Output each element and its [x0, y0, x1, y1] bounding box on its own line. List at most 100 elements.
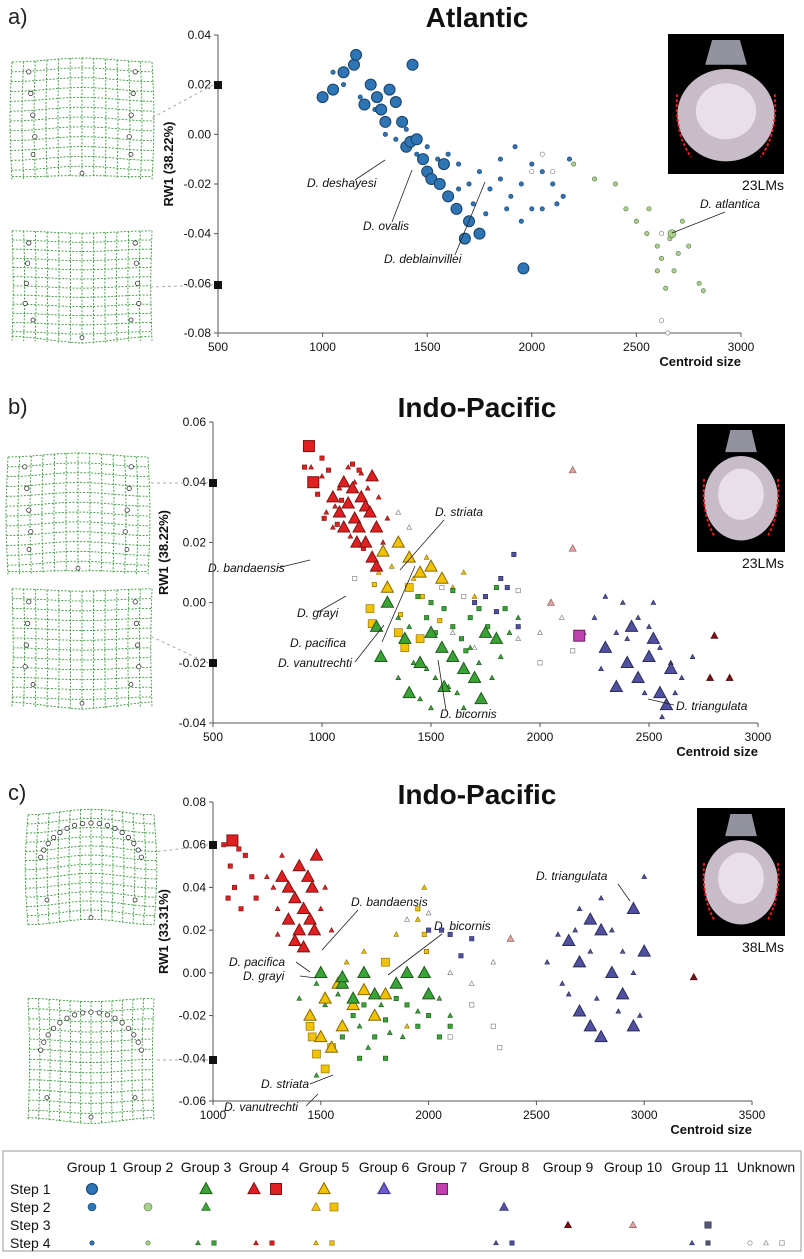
legend-marker — [88, 1203, 96, 1211]
data-point — [505, 585, 509, 589]
data-point — [366, 1045, 371, 1049]
data-point — [381, 958, 389, 966]
data-point — [516, 636, 521, 640]
landmark-point — [129, 465, 133, 469]
legend-marker — [706, 1241, 710, 1245]
data-point — [400, 1034, 405, 1038]
data-point — [588, 949, 593, 953]
y-tick-label: -0.04 — [179, 716, 207, 730]
landmark-point — [89, 821, 93, 825]
data-point — [455, 690, 460, 694]
data-point — [538, 661, 542, 665]
legend-marker — [90, 1241, 94, 1245]
data-point — [358, 967, 370, 978]
data-point — [556, 932, 561, 936]
y-tick-label: -0.02 — [179, 1009, 207, 1023]
data-point — [362, 949, 367, 953]
annotation-d-bandaensis: D. bandaensis — [208, 561, 285, 575]
data-point — [429, 705, 434, 709]
data-point — [338, 67, 349, 78]
grid-line — [12, 231, 13, 341]
data-point — [490, 632, 502, 643]
data-point — [538, 630, 543, 634]
data-point — [657, 645, 662, 649]
data-point — [490, 675, 495, 679]
data-point — [385, 516, 390, 520]
x-tick-label: 2000 — [415, 1108, 442, 1122]
y-tick-label: 0.06 — [183, 415, 207, 429]
legend-marker — [748, 1241, 752, 1245]
reference-marker — [209, 659, 217, 667]
data-point — [573, 1005, 585, 1016]
annotation-d-striata: D. striata — [435, 505, 483, 519]
grid-line — [70, 1001, 71, 1123]
landmark-point — [31, 682, 35, 686]
grid-line — [49, 999, 50, 1121]
data-point — [397, 116, 408, 127]
data-point — [569, 545, 576, 551]
landmark-point — [51, 835, 55, 839]
data-point — [458, 662, 470, 673]
data-point — [547, 599, 554, 605]
data-point — [451, 588, 455, 592]
landmark-point — [113, 1016, 117, 1020]
legend-marker — [330, 1203, 338, 1211]
data-point — [401, 967, 413, 978]
data-point — [282, 913, 294, 924]
data-point — [424, 615, 428, 619]
grid-line — [47, 232, 48, 342]
data-point — [401, 644, 409, 652]
grid-line — [112, 1001, 113, 1123]
data-point — [318, 906, 323, 910]
data-point — [642, 874, 647, 878]
data-point — [563, 934, 575, 945]
annotation-leader — [618, 884, 630, 901]
data-point — [396, 675, 401, 679]
grid-line — [28, 998, 30, 1120]
data-point — [330, 525, 335, 529]
data-point — [519, 219, 523, 223]
data-point — [348, 59, 359, 70]
data-point — [351, 1013, 355, 1017]
landmark-point — [89, 1010, 93, 1014]
data-point — [448, 1035, 452, 1039]
y-tick-label: 0.02 — [183, 535, 207, 549]
data-point — [498, 1045, 502, 1049]
legend-marker — [510, 1241, 514, 1245]
data-point — [264, 874, 269, 878]
data-point — [647, 632, 659, 643]
x-tick-label: 3000 — [728, 340, 755, 354]
landmark-point — [27, 547, 31, 551]
data-point — [362, 1003, 366, 1007]
legend-marker — [271, 1184, 282, 1195]
landmark-point — [105, 1013, 109, 1017]
data-point — [456, 187, 460, 191]
data-point — [312, 1050, 320, 1058]
data-point — [424, 555, 429, 559]
data-point — [335, 522, 339, 526]
data-point — [434, 179, 445, 190]
x-tick-label: 3500 — [739, 1108, 766, 1122]
data-point — [415, 1009, 420, 1013]
shell-spine — [725, 814, 757, 836]
data-point — [668, 230, 676, 238]
landmark-point — [113, 826, 117, 830]
data-point — [471, 202, 475, 206]
landmark-point — [132, 1033, 136, 1037]
data-point — [459, 233, 470, 244]
data-point — [392, 536, 404, 547]
data-point — [491, 960, 496, 964]
annotation-d-pacifica: D. pacifica — [290, 636, 346, 650]
legend-group-label: Group 3 — [181, 1159, 232, 1175]
data-point — [414, 566, 426, 577]
data-point — [711, 632, 718, 638]
data-point — [304, 1009, 316, 1020]
landmark-point — [139, 855, 143, 859]
legend-group-label: Group 7 — [417, 1159, 468, 1175]
x-tick-label: 500 — [208, 340, 228, 354]
data-point — [404, 127, 408, 131]
data-point — [616, 1009, 621, 1013]
data-point — [418, 154, 429, 165]
x-tick-label: 1500 — [418, 730, 445, 744]
data-point — [306, 1022, 314, 1030]
